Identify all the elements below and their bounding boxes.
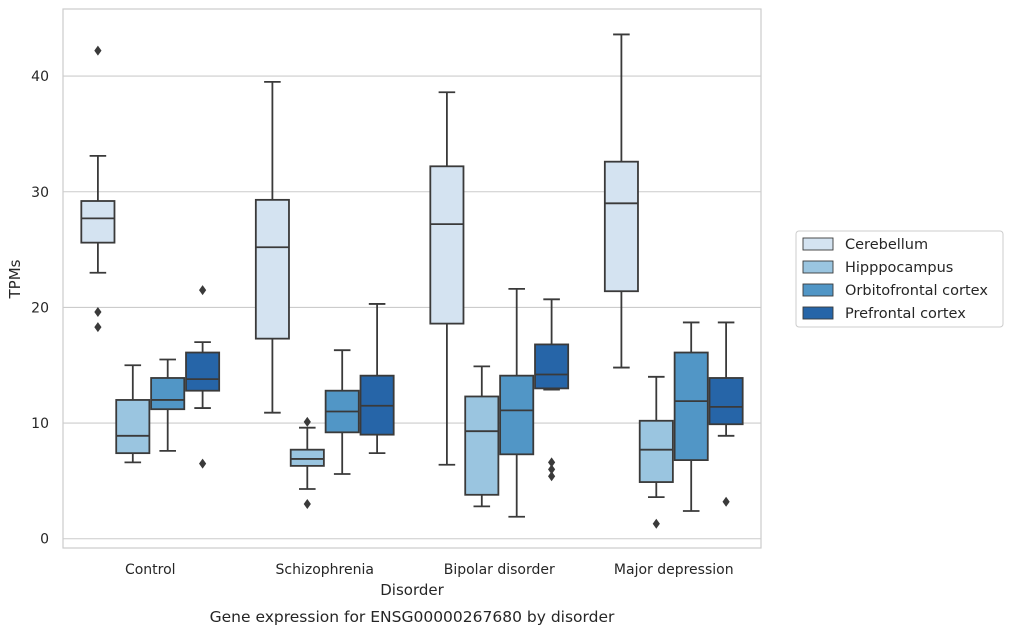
box: [429, 165, 465, 325]
outlier-point: [94, 322, 102, 333]
legend-swatch: [802, 283, 834, 297]
box-series: [80, 33, 744, 529]
box: [673, 351, 709, 461]
outlier-point: [199, 458, 207, 469]
box: [638, 419, 674, 483]
box-group: [429, 91, 465, 466]
box: [185, 351, 221, 392]
legend-label: Prefrontal cortex: [845, 306, 966, 322]
box-group: [464, 365, 500, 508]
box: [534, 343, 570, 390]
y-tick-label: 30: [31, 185, 49, 201]
plot-area-frame: [62, 8, 762, 549]
box-group: [185, 285, 221, 469]
box: [464, 395, 500, 496]
x-axis-label: Disorder: [380, 581, 444, 599]
x-tick-label: Control: [125, 562, 176, 578]
outlier-point: [303, 499, 311, 510]
outlier-point: [94, 45, 102, 56]
outlier-point: [722, 496, 730, 507]
y-tick-label: 0: [40, 532, 49, 548]
outlier-point: [652, 518, 660, 529]
x-tick-label: Major depression: [614, 562, 734, 578]
box-group: [254, 80, 290, 414]
box-group: [324, 349, 360, 475]
y-tick-label: 10: [31, 416, 49, 432]
box-group: [673, 321, 709, 512]
legend-label: Hipppocampus: [845, 260, 953, 276]
legend-swatch: [802, 260, 834, 274]
box-group: [708, 321, 744, 507]
outlier-point: [199, 285, 207, 296]
box-group: [603, 33, 639, 369]
box: [499, 374, 535, 456]
x-axis-ticks: Control Schizophrenia Bipolar disorder Majo…: [125, 562, 734, 578]
box-group: [499, 288, 535, 518]
x-tick-label: Bipolar disorder: [444, 562, 555, 578]
box-group: [534, 298, 570, 482]
box-group: [80, 45, 116, 333]
outlier-point: [548, 471, 556, 482]
box: [254, 198, 290, 340]
outlier-point: [303, 416, 311, 427]
box: [150, 377, 186, 411]
outlier-point: [94, 307, 102, 318]
outlier-point: [548, 464, 556, 475]
box: [603, 160, 639, 293]
x-tick-label: Schizophrenia: [276, 562, 374, 578]
box-group: [115, 364, 151, 464]
legend-frame: [795, 230, 1004, 328]
box: [708, 377, 744, 426]
box-group: [150, 358, 186, 452]
box-group: [359, 303, 395, 455]
legend-swatch: [802, 237, 834, 251]
legend-label: Orbitofrontal cortex: [845, 283, 988, 299]
box-group: [638, 375, 674, 529]
box: [115, 399, 151, 455]
box: [289, 448, 325, 467]
chart-caption: Gene expression for ENSG00000267680 by d…: [210, 608, 615, 626]
legend-swatch: [802, 306, 834, 320]
legend: Cerebellum Hipppocampus Orbitofrontal cort…: [795, 230, 1004, 328]
outlier-point: [548, 457, 556, 468]
y-tick-label: 40: [31, 69, 49, 85]
box: [80, 200, 116, 244]
box-group: [289, 416, 325, 510]
y-axis-ticks: 0 10 20 30 40: [31, 69, 49, 548]
y-tick-label: 20: [31, 300, 49, 316]
y-axis-label: TPMs: [6, 259, 24, 299]
legend-label: Cerebellum: [845, 237, 928, 253]
